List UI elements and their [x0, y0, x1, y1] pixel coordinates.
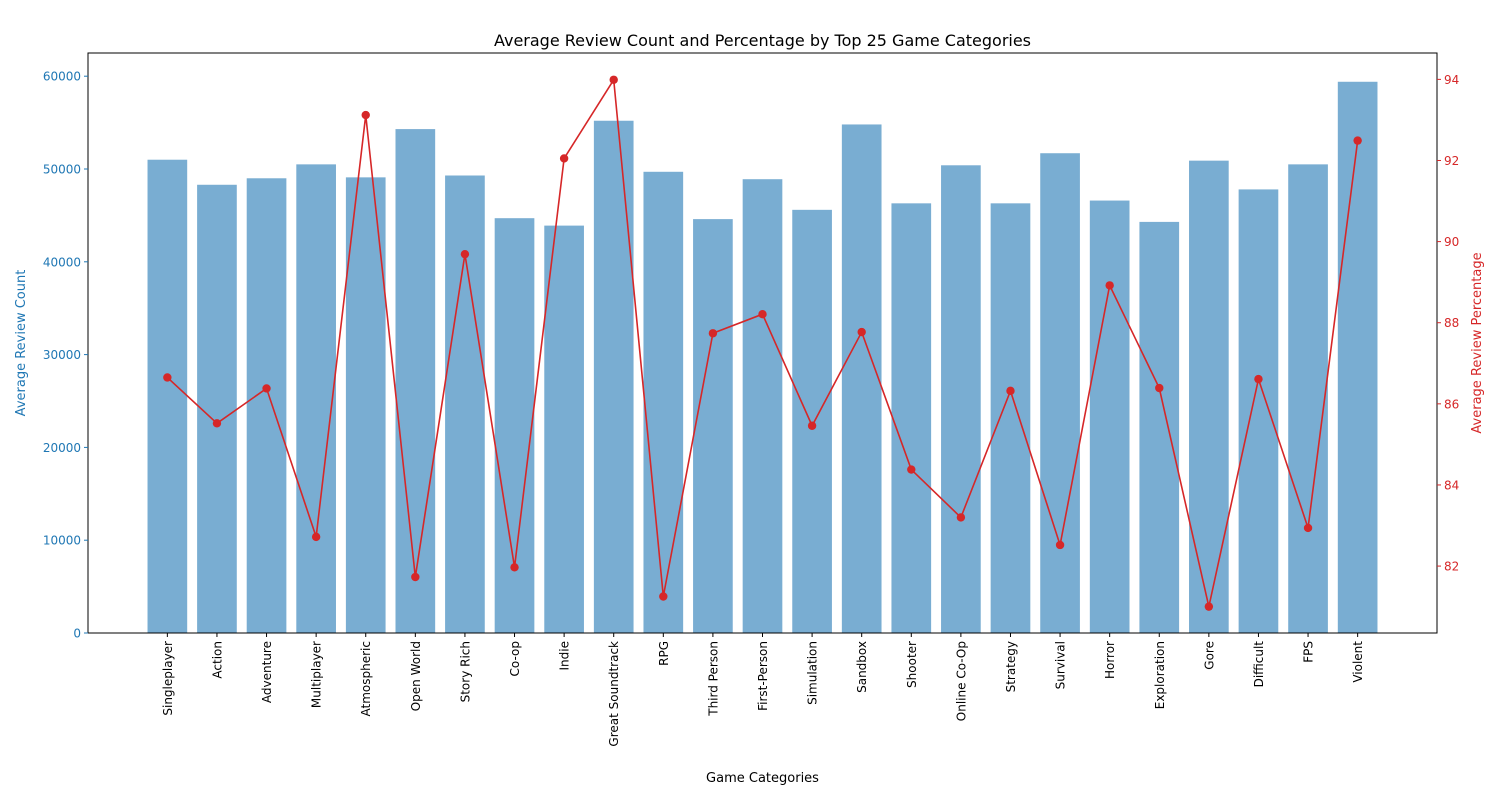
- bar-8: [544, 225, 584, 633]
- x-tick-label: Multiplayer: [310, 641, 324, 708]
- line-point-20: [1155, 383, 1164, 393]
- right-y-tick-label: 92: [1444, 154, 1459, 168]
- axes-group: 0 10000 20000 30000 40000 50000 60000 82 84 86 88 9…: [43, 52, 1459, 747]
- bar-14: [841, 124, 882, 634]
- x-tick-label: Online Co-Op: [954, 641, 968, 721]
- x-tick-label: Violent: [1351, 641, 1365, 683]
- bar-22: [1238, 189, 1279, 633]
- bar-1: [197, 184, 237, 633]
- left-y-tick-label: 50000: [43, 163, 81, 177]
- line-point-17: [1006, 386, 1015, 396]
- x-tick-label: Gore: [1202, 641, 1216, 670]
- x-tick-label: Exploration: [1153, 641, 1167, 709]
- left-y-tick-label: 40000: [43, 255, 81, 269]
- bar-11: [693, 219, 733, 633]
- x-tick-label: Sandbox: [855, 641, 869, 693]
- bar-5: [395, 129, 436, 633]
- x-axis-label: Game Categories: [706, 771, 819, 786]
- x-tick-label: Adventure: [260, 641, 274, 703]
- right-y-tick-label: 94: [1444, 73, 1459, 87]
- bar-10: [643, 171, 684, 633]
- line-point-24: [1353, 136, 1362, 145]
- x-tick-label: Open World: [409, 641, 423, 711]
- x-tick-label: Great Soundtrack: [607, 641, 621, 747]
- x-tick-label: Horror: [1103, 641, 1117, 679]
- bar-6: [445, 175, 485, 633]
- x-tick-label: Survival: [1054, 641, 1068, 689]
- line-point-11: [708, 329, 718, 338]
- left-y-tick-label: 10000: [43, 534, 81, 548]
- bar-16: [941, 165, 981, 633]
- line-point-9: [609, 75, 618, 84]
- x-tick-label: Difficult: [1252, 641, 1266, 688]
- bar-21: [1189, 160, 1229, 633]
- right-y-tick-label: 88: [1444, 316, 1459, 330]
- right-y-tick-label: 90: [1444, 235, 1459, 249]
- line-point-2: [262, 384, 271, 393]
- bars-group: [147, 81, 1378, 634]
- x-tick-label: Atmospheric: [359, 641, 373, 716]
- line-point-4: [361, 110, 370, 120]
- x-tick-label: Indie: [558, 641, 572, 670]
- bar-9: [593, 120, 634, 633]
- right-y-tick-label: 86: [1444, 397, 1459, 411]
- bar-23: [1288, 164, 1328, 634]
- line-point-8: [559, 154, 569, 163]
- left-y-tick-label: 20000: [43, 441, 81, 455]
- line-series-group: [163, 75, 1362, 611]
- bar-17: [990, 203, 1031, 633]
- line-point-7: [510, 563, 519, 572]
- line-point-19: [1105, 281, 1114, 290]
- line-point-18: [1055, 540, 1065, 550]
- bar-12: [742, 179, 783, 633]
- chart-title: Average Review Count and Percentage by T…: [494, 31, 1031, 50]
- line-point-22: [1254, 374, 1263, 384]
- bar-19: [1089, 200, 1130, 633]
- line-point-21: [1204, 602, 1214, 611]
- right-y-tick-label: 84: [1444, 478, 1459, 492]
- line-point-14: [857, 327, 866, 337]
- x-tick-label: FPS: [1302, 641, 1316, 663]
- line-point-10: [659, 592, 668, 601]
- bar-2: [246, 178, 287, 633]
- bar-3: [296, 164, 336, 634]
- x-tick-label: Shooter: [905, 641, 919, 688]
- bar-0: [147, 159, 188, 633]
- line-point-5: [411, 572, 420, 582]
- line-point-13: [807, 421, 817, 430]
- left-y-tick-label: 60000: [43, 70, 81, 84]
- x-tick-label: Strategy: [1004, 641, 1018, 692]
- x-tick-label: Story Rich: [458, 641, 472, 702]
- left-y-tick-label: 30000: [43, 348, 81, 362]
- bar-24: [1337, 81, 1378, 633]
- line-point-15: [907, 465, 916, 474]
- right-y-tick-label: 82: [1444, 560, 1459, 574]
- left-y-axis-label: Average Review Count: [14, 270, 29, 417]
- x-tick-label: Third Person: [706, 641, 720, 717]
- bar-4: [345, 177, 386, 634]
- left-y-tick-label: 0: [73, 627, 81, 641]
- x-tick-label: Action: [210, 641, 224, 679]
- line-point-0: [163, 373, 172, 382]
- x-tick-label: Simulation: [806, 641, 820, 705]
- line-point-16: [956, 513, 966, 522]
- line-point-1: [212, 419, 222, 428]
- bar-20: [1139, 221, 1180, 633]
- bar-15: [891, 203, 932, 633]
- x-tick-label: Singleplayer: [161, 641, 175, 716]
- x-tick-label: RPG: [657, 641, 671, 666]
- line-point-12: [758, 310, 767, 319]
- bar-18: [1040, 153, 1080, 633]
- line-point-23: [1303, 523, 1313, 533]
- right-y-axis-label: Average Review Percentage: [1470, 252, 1485, 433]
- x-tick-label: First-Person: [756, 641, 770, 711]
- line-point-3: [311, 532, 321, 542]
- x-tick-label: Co-op: [508, 641, 522, 676]
- line-point-6: [460, 249, 470, 259]
- bar-13: [792, 209, 832, 633]
